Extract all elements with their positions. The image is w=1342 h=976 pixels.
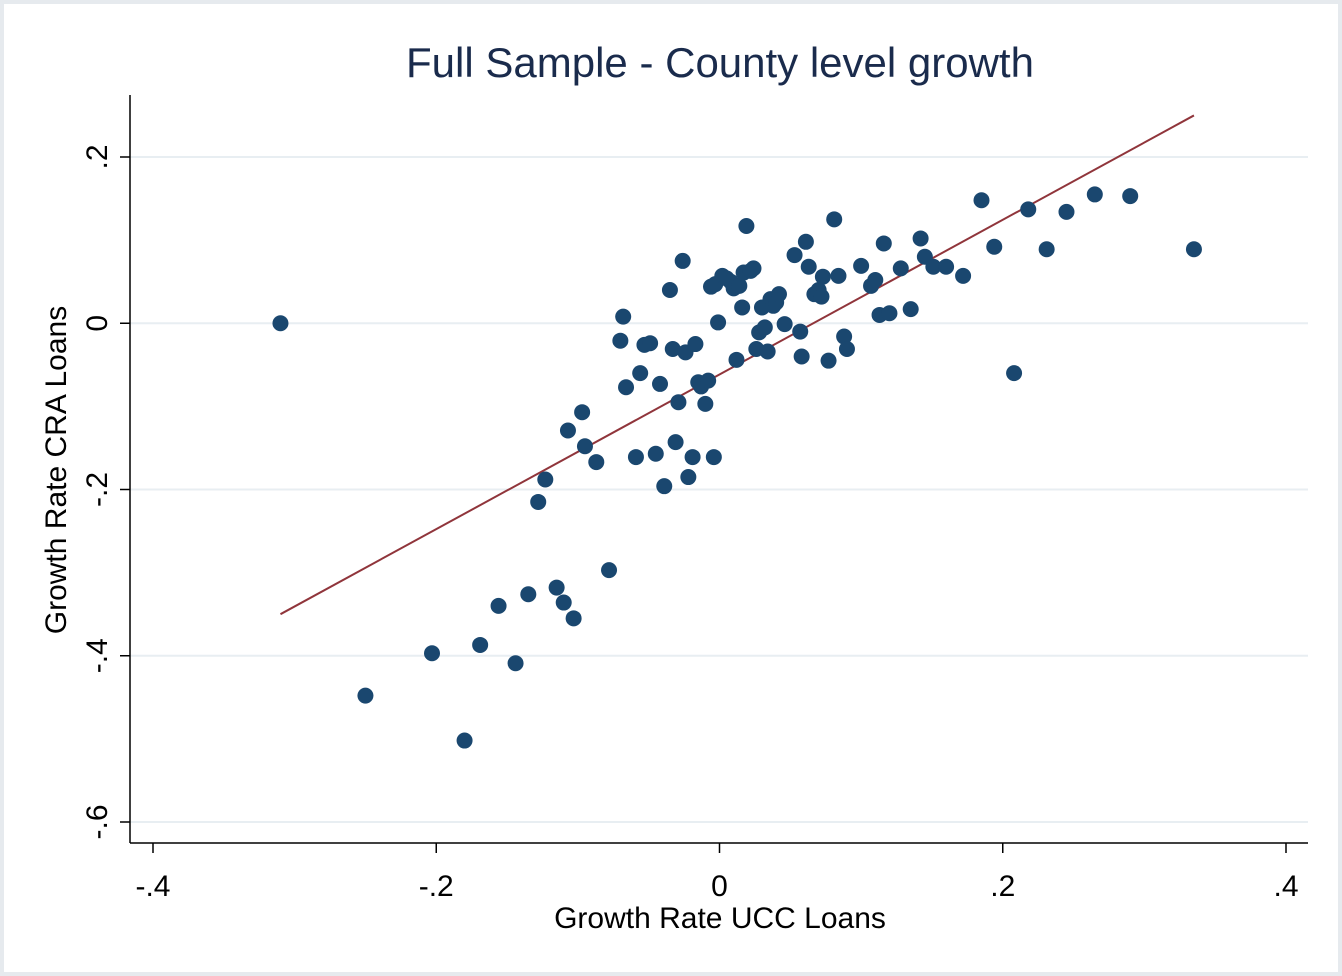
y-tick-label: -.2 xyxy=(81,472,114,507)
scatter-point xyxy=(731,277,748,294)
scatter-point xyxy=(826,211,843,228)
scatter-point xyxy=(705,449,722,466)
scatter-point xyxy=(520,586,537,603)
scatter-point xyxy=(687,336,704,353)
y-axis-title: Growth Rate CRA Loans xyxy=(40,306,73,635)
scatter-point xyxy=(938,258,955,275)
y-tick-label: 0 xyxy=(81,315,114,332)
scatter-point xyxy=(680,469,697,486)
scatter-point xyxy=(472,636,489,653)
scatter-point xyxy=(1086,186,1103,203)
scatter-point xyxy=(973,192,990,209)
scatter-point xyxy=(632,365,649,382)
scatter-point xyxy=(652,375,669,392)
scatter-point xyxy=(830,267,847,284)
scatter-point xyxy=(674,252,691,269)
scatter-point xyxy=(734,299,751,316)
y-tick-label: .2 xyxy=(81,144,114,169)
scatter-point xyxy=(555,594,572,611)
scatter-point xyxy=(565,610,582,627)
scatter-point xyxy=(647,445,664,462)
x-tick-label: 0 xyxy=(711,870,728,903)
scatter-point xyxy=(1058,203,1075,220)
scatter-point xyxy=(601,562,618,579)
scatter-point xyxy=(814,268,831,285)
scatter-point xyxy=(667,434,684,451)
x-axis-ticks: -.4 -.2 0 .2 .4 xyxy=(135,843,1299,903)
scatter-point xyxy=(700,372,717,389)
scatter-point xyxy=(813,288,830,305)
scatter-point xyxy=(1185,241,1202,258)
scatter-point xyxy=(875,235,892,252)
scatter-point xyxy=(670,394,687,411)
scatter-point xyxy=(576,438,593,455)
scatter-point xyxy=(800,258,817,275)
scatter-point xyxy=(902,301,919,318)
scatter-point xyxy=(792,323,809,340)
scatter-point xyxy=(559,422,576,439)
scatter-point xyxy=(664,341,681,358)
x-tick-label: -.4 xyxy=(135,870,170,903)
scatter-point xyxy=(770,286,787,303)
scatter-point xyxy=(612,332,629,349)
scatter-point xyxy=(986,238,1003,255)
scatter-point xyxy=(728,351,745,368)
x-tick-label: .2 xyxy=(990,870,1015,903)
y-tick-label: -.6 xyxy=(81,804,114,839)
scatter-point xyxy=(759,343,776,360)
scatter-point xyxy=(853,257,870,274)
scatter-point xyxy=(548,579,565,596)
scatter-point xyxy=(820,352,837,369)
scatter-point xyxy=(424,645,441,662)
x-tick-label: -.2 xyxy=(419,870,454,903)
scatter-point xyxy=(786,247,803,264)
scatter-point xyxy=(656,478,673,495)
scatter-point xyxy=(642,335,659,352)
scatter-point xyxy=(797,233,814,250)
scatter-point xyxy=(710,314,727,331)
scatter-points xyxy=(272,186,1202,749)
y-tick-label: -.4 xyxy=(81,638,114,673)
y-axis-ticks: -.6 -.4 -.2 0 .2 xyxy=(81,144,130,840)
scatter-point xyxy=(615,308,632,325)
scatter-point xyxy=(507,655,524,672)
scatter-point xyxy=(661,282,678,298)
scatter-point xyxy=(745,260,762,277)
scatter-point xyxy=(838,341,855,358)
scatter-point xyxy=(684,449,701,466)
scatter-point xyxy=(793,348,810,365)
scatter-point xyxy=(1006,365,1023,382)
scatter-point xyxy=(912,230,929,247)
x-axis-title: Growth Rate UCC Loans xyxy=(554,902,886,935)
scatter-point xyxy=(738,217,755,234)
scatter-point xyxy=(867,272,884,289)
scatter-point xyxy=(537,471,554,488)
scatter-point xyxy=(456,732,473,749)
gridlines xyxy=(130,156,1308,823)
scatter-point xyxy=(1038,241,1055,258)
scatter-point xyxy=(881,305,898,322)
scatter-point xyxy=(836,328,853,345)
scatter-point xyxy=(574,404,591,421)
scatter-point xyxy=(627,449,644,466)
scatter-point xyxy=(588,454,605,471)
chart-title: Full Sample - County level growth xyxy=(406,39,1034,86)
scatter-point xyxy=(1020,201,1037,218)
scatter-point xyxy=(618,379,635,396)
scatter-point xyxy=(1122,188,1139,205)
scatter-point xyxy=(925,258,942,275)
x-tick-label: .4 xyxy=(1273,870,1298,903)
scatter-point xyxy=(892,260,909,277)
scatter-point xyxy=(357,687,374,704)
scatter-point xyxy=(272,315,289,332)
scatter-point xyxy=(955,267,972,284)
scatter-point xyxy=(776,316,793,333)
scatter-point xyxy=(490,597,507,614)
scatter-point xyxy=(530,493,547,510)
scatter-point xyxy=(756,319,773,336)
scatter-point xyxy=(697,395,714,412)
